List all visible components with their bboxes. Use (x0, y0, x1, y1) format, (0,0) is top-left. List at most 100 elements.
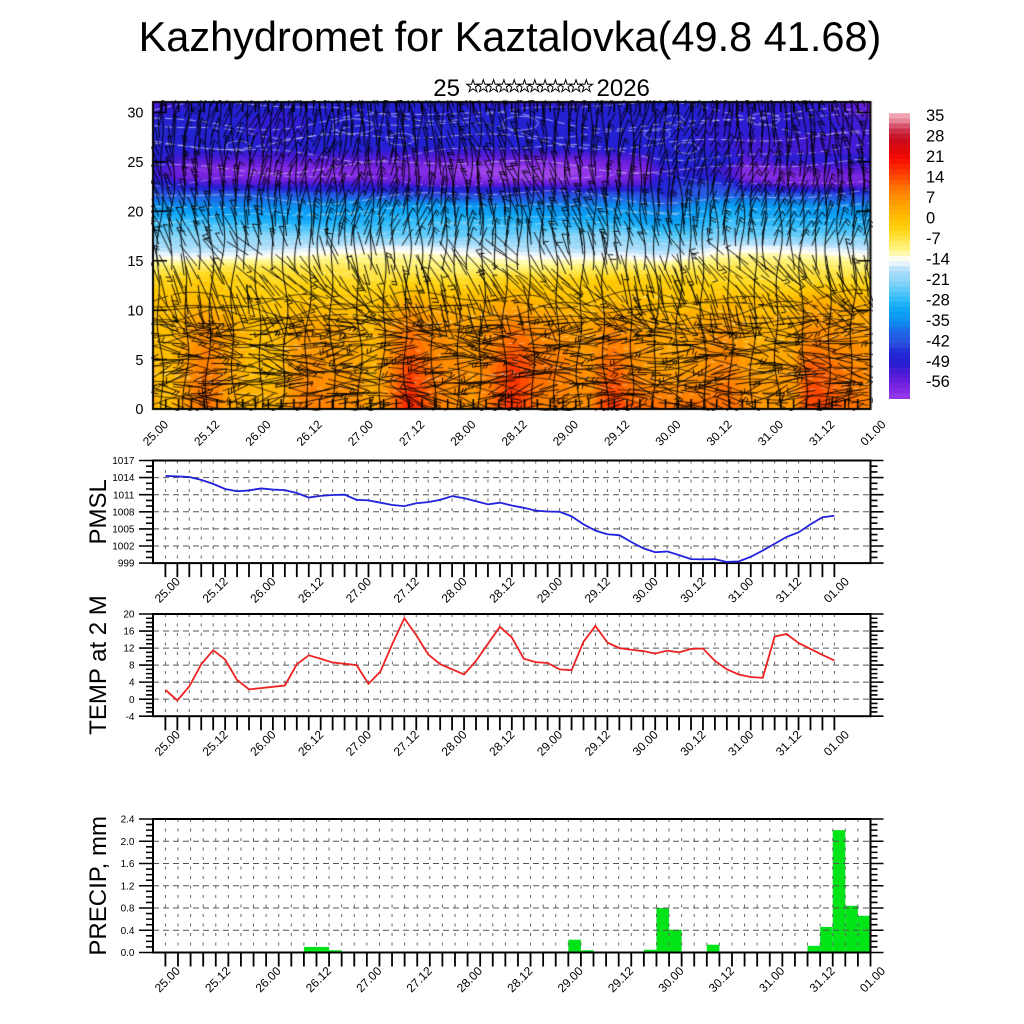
svg-text:29.00: 29.00 (534, 574, 565, 605)
svg-text:0: 0 (129, 695, 135, 706)
svg-text:PRECIP, mm: PRECIP, mm (85, 816, 112, 956)
svg-text:21: 21 (926, 148, 944, 166)
svg-text:2.4: 2.4 (121, 815, 135, 826)
svg-text:-56: -56 (926, 373, 950, 391)
svg-text:31.12: 31.12 (773, 574, 804, 605)
svg-text:20: 20 (127, 204, 143, 220)
svg-text:-14: -14 (926, 250, 950, 268)
svg-text:20: 20 (123, 610, 135, 621)
svg-text:-28: -28 (926, 291, 950, 309)
svg-text:27.12: 27.12 (391, 727, 422, 758)
svg-text:26.00: 26.00 (253, 964, 284, 995)
svg-text:27.00: 27.00 (353, 964, 384, 995)
svg-text:27.00: 27.00 (343, 574, 374, 605)
svg-text:31.00: 31.00 (725, 574, 756, 605)
svg-text:30: 30 (127, 106, 143, 122)
svg-text:28: 28 (926, 127, 944, 145)
svg-text:25.12: 25.12 (191, 417, 222, 448)
svg-text:01.00: 01.00 (821, 727, 852, 758)
svg-text:31.00: 31.00 (725, 727, 756, 758)
svg-text:29.12: 29.12 (605, 964, 636, 995)
svg-text:31.00: 31.00 (756, 964, 787, 995)
svg-text:14: 14 (926, 168, 944, 186)
svg-text:-49: -49 (926, 353, 950, 371)
svg-text:30.12: 30.12 (677, 727, 708, 758)
svg-text:-21: -21 (926, 271, 950, 289)
svg-text:0: 0 (135, 402, 143, 418)
svg-text:27.12: 27.12 (391, 574, 422, 605)
svg-text:26.12: 26.12 (295, 574, 326, 605)
svg-text:27.12: 27.12 (396, 417, 427, 448)
svg-text:29.00: 29.00 (555, 964, 586, 995)
svg-text:29.12: 29.12 (601, 417, 632, 448)
svg-text:15: 15 (127, 254, 143, 270)
svg-text:25: 25 (127, 155, 143, 171)
svg-text:28.12: 28.12 (504, 964, 535, 995)
svg-text:-4: -4 (126, 712, 135, 723)
svg-text:25.00: 25.00 (152, 574, 183, 605)
svg-text:26.00: 26.00 (247, 727, 278, 758)
svg-text:28.00: 28.00 (439, 574, 470, 605)
svg-text:0.4: 0.4 (121, 926, 135, 937)
svg-text:26.12: 26.12 (303, 964, 334, 995)
svg-text:12: 12 (123, 644, 135, 655)
svg-text:27.00: 27.00 (343, 727, 374, 758)
svg-text:26.00: 26.00 (247, 574, 278, 605)
svg-text:31.00: 31.00 (755, 417, 786, 448)
svg-text:01.00: 01.00 (857, 964, 888, 995)
svg-text:0: 0 (926, 209, 935, 227)
svg-text:-35: -35 (926, 312, 950, 330)
svg-text:30.00: 30.00 (652, 417, 683, 448)
svg-text:31.12: 31.12 (773, 727, 804, 758)
svg-text:31.12: 31.12 (806, 417, 837, 448)
svg-text:26.00: 26.00 (242, 417, 273, 448)
svg-text:29.00: 29.00 (534, 727, 565, 758)
svg-text:1017: 1017 (112, 456, 135, 467)
svg-text:29.12: 29.12 (582, 574, 613, 605)
svg-text:31.12: 31.12 (807, 964, 838, 995)
svg-text:1.6: 1.6 (121, 859, 135, 870)
svg-text:27.12: 27.12 (404, 964, 435, 995)
svg-text:25.12: 25.12 (200, 574, 231, 605)
svg-text:999: 999 (118, 559, 135, 570)
svg-text:29.12: 29.12 (582, 727, 613, 758)
svg-text:01.00: 01.00 (821, 574, 852, 605)
svg-text:25.12: 25.12 (202, 964, 233, 995)
svg-text:25: 25 (433, 75, 460, 102)
svg-text:30.00: 30.00 (630, 727, 661, 758)
svg-text:Kazhydromet for Kaztalovka(49.: Kazhydromet for Kaztalovka(49.8 41.68) (139, 13, 882, 60)
svg-text:10: 10 (127, 303, 143, 319)
svg-text:28.12: 28.12 (486, 727, 517, 758)
svg-text:PMSL: PMSL (85, 479, 112, 544)
svg-text:28.12: 28.12 (486, 574, 517, 605)
svg-text:2.0: 2.0 (121, 837, 135, 848)
svg-text:28.00: 28.00 (454, 964, 485, 995)
svg-text:26.12: 26.12 (295, 727, 326, 758)
svg-text:26.12: 26.12 (294, 417, 325, 448)
svg-text:8: 8 (129, 661, 135, 672)
svg-text:28.12: 28.12 (499, 417, 530, 448)
svg-text:25.00: 25.00 (152, 727, 183, 758)
svg-text:1011: 1011 (113, 490, 135, 501)
svg-text:1008: 1008 (112, 507, 135, 518)
svg-text:25.00: 25.00 (152, 964, 183, 995)
svg-text:0.0: 0.0 (121, 948, 135, 959)
svg-text:30.00: 30.00 (630, 574, 661, 605)
svg-text:2026: 2026 (597, 75, 650, 102)
svg-text:1005: 1005 (112, 525, 135, 536)
svg-text:5: 5 (135, 353, 143, 369)
svg-text:01.00: 01.00 (857, 417, 888, 448)
svg-text:1014: 1014 (112, 473, 135, 484)
svg-text:28.00: 28.00 (447, 417, 478, 448)
svg-text:25.12: 25.12 (200, 727, 231, 758)
svg-text:4: 4 (129, 678, 135, 689)
svg-text:35: 35 (926, 107, 944, 125)
svg-text:7: 7 (926, 189, 935, 207)
svg-text:29.00: 29.00 (550, 417, 581, 448)
svg-text:TEMP at 2 M: TEMP at 2 M (85, 595, 112, 735)
svg-text:30.00: 30.00 (655, 964, 686, 995)
svg-text:16: 16 (123, 627, 135, 638)
svg-text:25.00: 25.00 (140, 417, 171, 448)
svg-text:0.8: 0.8 (121, 904, 135, 915)
svg-text:27.00: 27.00 (345, 417, 376, 448)
